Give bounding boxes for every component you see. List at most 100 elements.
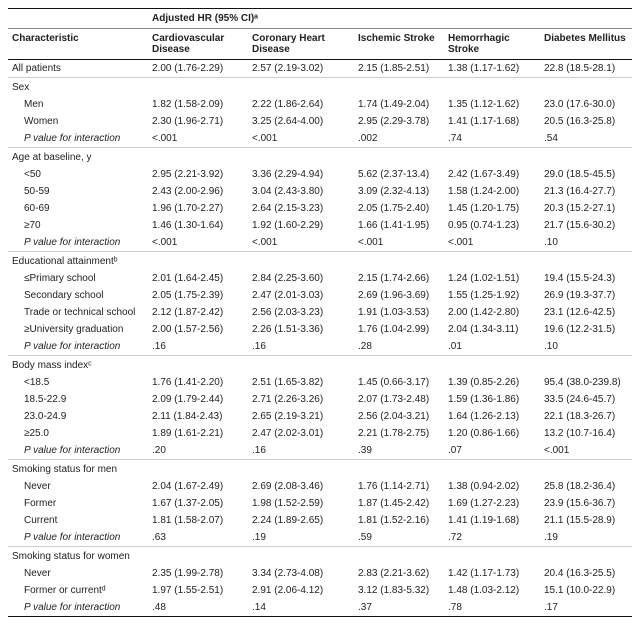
table-cell: 2.22 (1.86-2.64) xyxy=(248,96,354,113)
table-cell: .39 xyxy=(354,442,444,460)
table-cell: 3.25 (2.64-4.00) xyxy=(248,113,354,130)
table-cell: 23.1 (12.6-42.5) xyxy=(540,304,632,321)
table-cell: 3.04 (2.43-3.80) xyxy=(248,183,354,200)
table-cell: 1.82 (1.58-2.09) xyxy=(148,96,248,113)
table-cell: 2.71 (2.26-3.26) xyxy=(248,391,354,408)
table-cell: 1.67 (1.37-2.05) xyxy=(148,495,248,512)
table-cell: 1.24 (1.02-1.51) xyxy=(444,270,540,287)
table-cell: 1.74 (1.49-2.04) xyxy=(354,96,444,113)
row-label: 18.5-22.9 xyxy=(8,391,148,408)
table-cell: 2.12 (1.87-2.42) xyxy=(148,304,248,321)
table-cell: .17 xyxy=(540,599,632,617)
table-cell: 2.05 (1.75-2.39) xyxy=(148,287,248,304)
table-cell: 2.00 (1.76-2.29) xyxy=(148,60,248,78)
table-cell: 2.43 (2.00-2.96) xyxy=(148,183,248,200)
table-cell: 2.51 (1.65-3.82) xyxy=(248,374,354,391)
table-cell: <.001 xyxy=(354,234,444,252)
row-label: ≥70 xyxy=(8,217,148,234)
table-cell: 13.2 (10.7-16.4) xyxy=(540,425,632,442)
table-cell: 95.4 (38.0-239.8) xyxy=(540,374,632,391)
table-cell: 1.97 (1.55-2.51) xyxy=(148,582,248,599)
table-cell: 19.4 (15.5-24.3) xyxy=(540,270,632,287)
row-label: Women xyxy=(8,113,148,130)
table-cell: 2.07 (1.73-2.48) xyxy=(354,391,444,408)
table-cell: <.001 xyxy=(248,130,354,148)
table-cell: 2.57 (2.19-3.02) xyxy=(248,60,354,78)
section-label: Age at baseline, y xyxy=(8,148,148,167)
col-cvd: Cardiovascular Disease xyxy=(148,29,248,60)
row-label: P value for interaction xyxy=(8,599,148,617)
table-cell: 1.38 (0.94-2.02) xyxy=(444,478,540,495)
table-cell: 1.98 (1.52-2.59) xyxy=(248,495,354,512)
row-label: Former or currentᵈ xyxy=(8,582,148,599)
table-cell: 15.1 (10.0-22.9) xyxy=(540,582,632,599)
row-label: P value for interaction xyxy=(8,234,148,252)
row-label: ≥University graduation xyxy=(8,321,148,338)
table-cell: .20 xyxy=(148,442,248,460)
table-cell: .16 xyxy=(148,338,248,356)
table-cell: .54 xyxy=(540,130,632,148)
table-cell: 2.95 (2.29-3.78) xyxy=(354,113,444,130)
table-cell: 2.47 (2.01-3.03) xyxy=(248,287,354,304)
table-cell: 1.89 (1.61-2.21) xyxy=(148,425,248,442)
table-cell: .16 xyxy=(248,338,354,356)
table-cell: .37 xyxy=(354,599,444,617)
section-label: Educational attainmentᵇ xyxy=(8,252,148,271)
table-cell: 1.76 (1.04-2.99) xyxy=(354,321,444,338)
table-cell: 2.91 (2.06-4.12) xyxy=(248,582,354,599)
table-cell: 2.15 (1.85-2.51) xyxy=(354,60,444,78)
row-label: Current xyxy=(8,512,148,529)
col-diabetes: Diabetes Mellitus xyxy=(540,29,632,60)
table-cell: 2.69 (1.96-3.69) xyxy=(354,287,444,304)
row-label: P value for interaction xyxy=(8,529,148,547)
table-cell: .59 xyxy=(354,529,444,547)
table-cell: 2.00 (1.57-2.56) xyxy=(148,321,248,338)
table-cell: 5.62 (2.37-13.4) xyxy=(354,166,444,183)
table-cell: 25.8 (18.2-36.4) xyxy=(540,478,632,495)
table-cell: .74 xyxy=(444,130,540,148)
table-cell: 20.5 (16.3-25.8) xyxy=(540,113,632,130)
table-cell: <.001 xyxy=(444,234,540,252)
table-cell: 1.58 (1.24-2.00) xyxy=(444,183,540,200)
table-cell: .72 xyxy=(444,529,540,547)
table-cell: .19 xyxy=(248,529,354,547)
table-cell: .002 xyxy=(354,130,444,148)
table-cell: 2.04 (1.34-3.11) xyxy=(444,321,540,338)
table-cell: 21.3 (16.4-27.7) xyxy=(540,183,632,200)
super-header: Adjusted HR (95% CI)ᵃ xyxy=(148,9,632,29)
table-cell: 0.95 (0.74-1.23) xyxy=(444,217,540,234)
row-label: <50 xyxy=(8,166,148,183)
table-cell: 21.7 (15.6-30.2) xyxy=(540,217,632,234)
table-cell: 2.56 (2.03-3.23) xyxy=(248,304,354,321)
table-cell: 1.46 (1.30-1.64) xyxy=(148,217,248,234)
col-ischemic: Ischemic Stroke xyxy=(354,29,444,60)
table-cell: 2.26 (1.51-3.36) xyxy=(248,321,354,338)
table-cell: 3.36 (2.29-4.94) xyxy=(248,166,354,183)
table-cell: <.001 xyxy=(148,130,248,148)
table-cell: 2.84 (2.25-3.60) xyxy=(248,270,354,287)
table-cell: 1.59 (1.36-1.86) xyxy=(444,391,540,408)
table-cell: 2.24 (1.89-2.65) xyxy=(248,512,354,529)
section-label: Smoking status for men xyxy=(8,460,148,479)
col-characteristic: Characteristic xyxy=(8,29,148,60)
table-cell: .07 xyxy=(444,442,540,460)
table-cell: 2.95 (2.21-3.92) xyxy=(148,166,248,183)
table-cell: 29.0 (18.5-45.5) xyxy=(540,166,632,183)
row-label: 60-69 xyxy=(8,200,148,217)
table-cell: 1.76 (1.41-2.20) xyxy=(148,374,248,391)
table-cell: .48 xyxy=(148,599,248,617)
row-label: Former xyxy=(8,495,148,512)
table-cell: 3.09 (2.32-4.13) xyxy=(354,183,444,200)
row-label: P value for interaction xyxy=(8,442,148,460)
row-label: 23.0-24.9 xyxy=(8,408,148,425)
table-cell: 1.38 (1.17-1.62) xyxy=(444,60,540,78)
table-cell: 19.6 (12.2-31.5) xyxy=(540,321,632,338)
table-cell: 1.81 (1.58-2.07) xyxy=(148,512,248,529)
table-cell: .78 xyxy=(444,599,540,617)
table-cell: <.001 xyxy=(148,234,248,252)
col-chd: Coronary Heart Disease xyxy=(248,29,354,60)
row-label: ≤Primary school xyxy=(8,270,148,287)
table-cell: 1.41 (1.19-1.68) xyxy=(444,512,540,529)
table-cell: 1.66 (1.41-1.95) xyxy=(354,217,444,234)
table-cell: 1.96 (1.70-2.27) xyxy=(148,200,248,217)
